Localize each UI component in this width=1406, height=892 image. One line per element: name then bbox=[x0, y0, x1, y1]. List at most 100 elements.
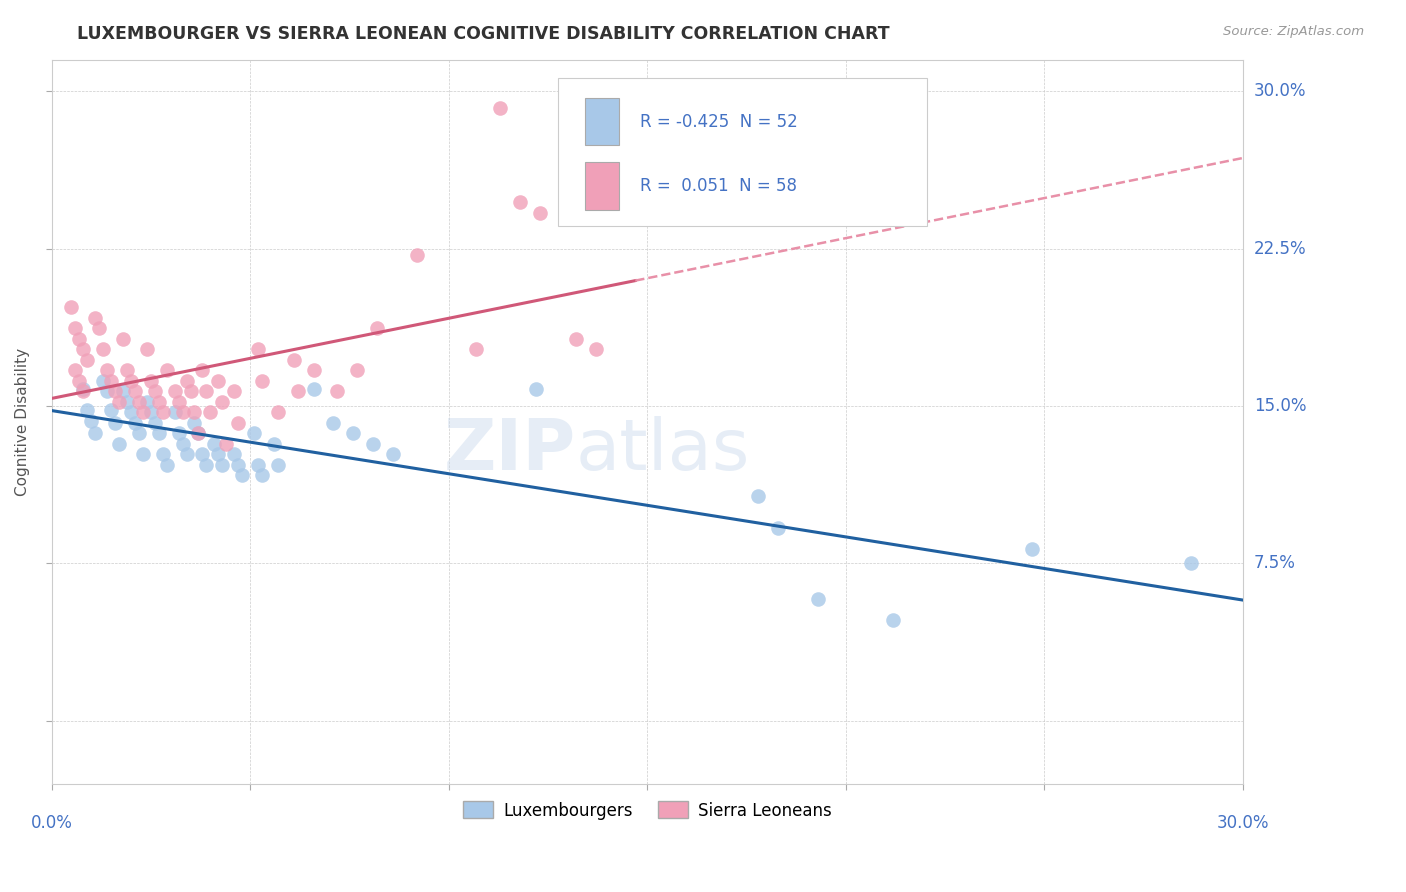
FancyBboxPatch shape bbox=[585, 98, 619, 145]
Point bbox=[226, 458, 249, 472]
Point bbox=[207, 374, 229, 388]
Point bbox=[156, 363, 179, 377]
Text: atlas: atlas bbox=[575, 417, 751, 485]
Point bbox=[231, 468, 253, 483]
Point bbox=[163, 384, 186, 399]
Point bbox=[211, 394, 233, 409]
Point bbox=[215, 436, 238, 450]
Text: 7.5%: 7.5% bbox=[1254, 555, 1296, 573]
Point bbox=[128, 394, 150, 409]
Point bbox=[60, 301, 83, 315]
Point bbox=[65, 363, 87, 377]
Point bbox=[72, 343, 94, 357]
Point bbox=[302, 382, 325, 396]
Text: 0.0%: 0.0% bbox=[31, 814, 73, 832]
Text: 15.0%: 15.0% bbox=[1254, 397, 1306, 415]
Point bbox=[176, 374, 198, 388]
Legend: Luxembourgers, Sierra Leoneans: Luxembourgers, Sierra Leoneans bbox=[457, 795, 838, 826]
Point bbox=[326, 384, 349, 399]
Point bbox=[111, 384, 134, 399]
Point bbox=[747, 489, 769, 503]
Point bbox=[80, 414, 103, 428]
Point bbox=[382, 447, 405, 461]
Point bbox=[148, 394, 170, 409]
Point bbox=[148, 426, 170, 441]
Point bbox=[195, 384, 218, 399]
Point bbox=[267, 458, 290, 472]
Point bbox=[143, 384, 166, 399]
Point bbox=[524, 382, 547, 396]
Point bbox=[807, 592, 830, 607]
Point bbox=[135, 343, 157, 357]
Point bbox=[84, 426, 107, 441]
Point bbox=[509, 195, 531, 210]
Point bbox=[267, 405, 290, 419]
Point bbox=[287, 384, 309, 399]
Point bbox=[89, 321, 111, 335]
Point bbox=[191, 447, 214, 461]
Point bbox=[108, 394, 131, 409]
Point bbox=[115, 394, 138, 409]
Point bbox=[76, 403, 98, 417]
Point bbox=[139, 405, 162, 419]
Point bbox=[76, 352, 98, 367]
Point bbox=[104, 384, 127, 399]
Point bbox=[111, 332, 134, 346]
Point bbox=[187, 426, 209, 441]
Text: ZIP: ZIP bbox=[443, 417, 575, 485]
Point bbox=[172, 405, 194, 419]
Point bbox=[191, 363, 214, 377]
Point bbox=[211, 458, 233, 472]
Point bbox=[283, 352, 305, 367]
Text: LUXEMBOURGER VS SIERRA LEONEAN COGNITIVE DISABILITY CORRELATION CHART: LUXEMBOURGER VS SIERRA LEONEAN COGNITIVE… bbox=[77, 25, 890, 43]
Point bbox=[250, 374, 273, 388]
Point bbox=[247, 458, 270, 472]
Point bbox=[529, 206, 551, 220]
Point bbox=[152, 447, 174, 461]
Point bbox=[128, 426, 150, 441]
Point bbox=[243, 426, 266, 441]
Point bbox=[132, 405, 155, 419]
Point bbox=[124, 416, 146, 430]
Point bbox=[224, 447, 246, 461]
Point bbox=[226, 416, 249, 430]
Point bbox=[406, 248, 429, 262]
Point bbox=[1180, 557, 1202, 571]
Point bbox=[135, 394, 157, 409]
Text: 30.0%: 30.0% bbox=[1254, 82, 1306, 100]
Point bbox=[187, 426, 209, 441]
Point bbox=[172, 436, 194, 450]
Point bbox=[124, 384, 146, 399]
Point bbox=[195, 458, 218, 472]
Point bbox=[156, 458, 179, 472]
FancyBboxPatch shape bbox=[585, 162, 619, 210]
Point bbox=[322, 416, 344, 430]
Text: R = -0.425  N = 52: R = -0.425 N = 52 bbox=[640, 112, 797, 130]
Point bbox=[224, 384, 246, 399]
Point bbox=[139, 374, 162, 388]
Point bbox=[346, 363, 368, 377]
Point bbox=[65, 321, 87, 335]
Point bbox=[768, 521, 790, 535]
Point bbox=[108, 436, 131, 450]
Point bbox=[100, 403, 122, 417]
Point bbox=[84, 310, 107, 325]
Text: 22.5%: 22.5% bbox=[1254, 240, 1306, 258]
Point bbox=[91, 374, 114, 388]
Point bbox=[176, 447, 198, 461]
Point bbox=[1021, 541, 1043, 556]
Point bbox=[91, 343, 114, 357]
Point bbox=[250, 468, 273, 483]
Point bbox=[67, 332, 90, 346]
Point bbox=[366, 321, 388, 335]
Point bbox=[207, 447, 229, 461]
Point bbox=[882, 613, 904, 627]
Point bbox=[180, 384, 202, 399]
Point bbox=[489, 101, 512, 115]
Point bbox=[120, 374, 142, 388]
Point bbox=[96, 363, 118, 377]
Point bbox=[564, 332, 586, 346]
Point bbox=[247, 343, 270, 357]
Point bbox=[585, 343, 607, 357]
Point bbox=[143, 416, 166, 430]
